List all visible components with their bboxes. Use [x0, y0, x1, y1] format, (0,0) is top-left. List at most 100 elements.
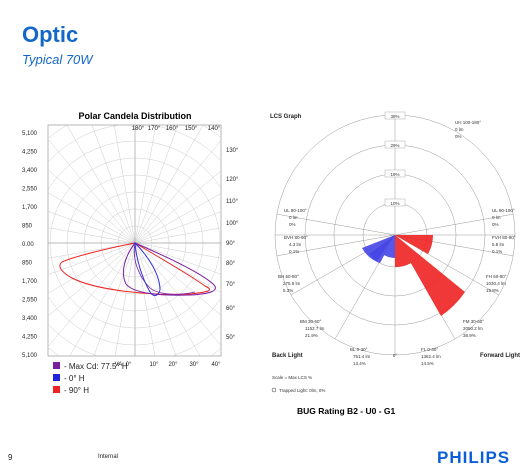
polar-spoke: [134, 242, 177, 356]
polar-spoke: [93, 242, 136, 356]
polar-right-angle-label: 120°: [226, 177, 239, 183]
wedge-bh: [362, 235, 395, 263]
polar-top-angle-label: 160°: [166, 126, 179, 132]
polar-right-angle-label: 70°: [226, 282, 236, 288]
ring-label-19: 19%: [390, 172, 399, 177]
polar-spoke: [48, 192, 136, 244]
polar-spoke: [66, 125, 136, 244]
polar-y-tick-label: 0.00: [22, 242, 34, 248]
svg-text:0.1%: 0.1%: [289, 249, 299, 254]
polar-y-tick-label: 4,250: [22, 335, 38, 341]
polar-y-axis: 5,100 4,250 3,400 2,550 1,700 850 0.00 850 1,700…: [22, 131, 38, 359]
zone-uh: UH 100-180° 0 lm 0%: [455, 120, 481, 139]
forward-light-label: Forward Light: [480, 353, 520, 359]
polar-legend: - Max Cd: 77.5° H - 0° H - 90° H: [53, 362, 128, 395]
polar-y-tick-label: 850: [22, 224, 33, 230]
legend-swatch-0h: [53, 374, 60, 381]
polar-spoke: [134, 125, 157, 244]
polar-spoke: [48, 242, 136, 294]
svg-text:1030.4 lm: 1030.4 lm: [486, 281, 506, 286]
polar-y-tick-label: 5,100: [22, 131, 38, 137]
polar-bottom-angle-label: 40°: [211, 362, 221, 368]
lcs-spoke: [276, 234, 396, 257]
polar-y-tick-label: 5,100: [22, 353, 38, 359]
polar-spoke: [134, 227, 221, 244]
polar-spoke: [134, 242, 221, 259]
polar-y-tick-label: 3,400: [22, 168, 38, 174]
zone-fl: FL 0-30° 1362.4 lm 14.5%: [421, 347, 441, 366]
svg-text:UH 100-180°: UH 100-180°: [455, 120, 481, 125]
svg-text:FL 0-30°: FL 0-30°: [421, 347, 438, 352]
polar-top-angle-label: 170°: [148, 126, 161, 132]
svg-text:38.9%: 38.9%: [463, 333, 476, 338]
polar-top-angle-label: 150°: [185, 126, 198, 132]
polar-spoke: [48, 242, 136, 317]
svg-text:UL 90-100°: UL 90-100°: [492, 208, 515, 213]
polar-y-tick-label: 1,700: [22, 279, 38, 285]
polar-bottom-angle-label: VA: 0°: [115, 362, 132, 368]
svg-text:1152.7 lm: 1152.7 lm: [305, 326, 325, 331]
svg-text:0 lm: 0 lm: [492, 215, 501, 220]
scale-note: Scale = Max LCS %: [272, 375, 312, 380]
svg-text:14.5%: 14.5%: [421, 361, 434, 366]
legend-label-0h: - 0° H: [64, 374, 85, 383]
polar-bottom-angle-label: 10°: [149, 362, 159, 368]
polar-bottom-angle-label: 20°: [168, 362, 178, 368]
trapped-light-note: Trapped Light: 0lm, 0%: [279, 388, 325, 393]
polar-spoke: [48, 242, 136, 348]
ring-label-10: 10%: [390, 201, 399, 206]
zone-bvh: BVH 80-90° 4.3 lm 0.1%: [284, 235, 308, 254]
polar-y-tick-label: 2,550: [22, 298, 38, 304]
svg-text:13.4%: 13.4%: [353, 361, 366, 366]
svg-text:0 lm: 0 lm: [455, 127, 464, 132]
polar-spoke: [113, 125, 136, 244]
polar-right-angle-label: 100°: [226, 221, 239, 227]
wedge-fl: [395, 235, 411, 268]
polar-y-tick-label: 3,400: [22, 316, 38, 322]
zone-bm: BM 30-60° 1152.7 lm 21.9%: [300, 319, 325, 338]
polar-spoke: [134, 211, 221, 244]
polar-spoke: [134, 125, 204, 244]
lcs-spoke: [394, 234, 500, 296]
wedge-bl: [384, 235, 395, 258]
svg-text:BH 60-80°: BH 60-80°: [278, 274, 299, 279]
polar-top-angles: 180° 170° 160° 150° 140°: [132, 126, 221, 132]
legend-swatch-max: [53, 362, 60, 369]
polar-spoke: [114, 242, 136, 356]
lcs-spoke: [394, 213, 514, 236]
wedge-fh: [395, 235, 434, 254]
polar-spoke: [134, 193, 221, 244]
back-light-label: Back Light: [272, 353, 303, 359]
polar-frame: [47, 124, 222, 357]
polar-spoke: [48, 138, 136, 244]
svg-text:0%: 0%: [289, 222, 296, 227]
internal-label: Internal: [98, 454, 119, 460]
legend-label-max: - Max Cd: 77.5° H: [64, 362, 128, 371]
svg-text:0%: 0%: [455, 134, 462, 139]
svg-text:FM 30-60°: FM 30-60°: [463, 319, 484, 324]
curve-0-h: [134, 241, 161, 297]
polar-right-angle-label: 60°: [226, 306, 236, 312]
zone-fm: FM 30-60° 2050.2 lm 38.9%: [463, 319, 484, 338]
polar-right-angle-label: 110°: [226, 199, 239, 205]
polar-right-angle-label: 50°: [226, 335, 236, 341]
legend-label-90h: - 90° H: [64, 386, 89, 395]
polar-spoke: [134, 125, 179, 244]
ring-label-39: 39%: [390, 114, 399, 119]
polar-title: Polar Candela Distribution: [78, 111, 191, 121]
svg-text:21.9%: 21.9%: [305, 333, 318, 338]
ring-label-29: 29%: [390, 143, 399, 148]
svg-text:4.3 lm: 4.3 lm: [289, 242, 302, 247]
polar-right-angles: 130° 120° 110° 100° 90° 80° 70° 60° 50°: [226, 148, 239, 341]
zone-bh: BH 60-80° 275.5 lm 5.3%: [278, 274, 301, 293]
svg-text:UL 90-100°: UL 90-100°: [284, 208, 307, 213]
trapped-light-icon: [271, 387, 277, 393]
polar-spoke: [48, 242, 136, 259]
svg-text:BM 30-60°: BM 30-60°: [300, 319, 322, 324]
polar-right-angle-label: 80°: [226, 261, 236, 267]
page-subtitle: Typical 70W: [22, 52, 93, 67]
lcs-title: LCS Graph: [270, 114, 302, 120]
polar-spoke: [69, 242, 136, 356]
zone-ul-left: UL 90-100° 0 lm 0%: [284, 208, 307, 227]
